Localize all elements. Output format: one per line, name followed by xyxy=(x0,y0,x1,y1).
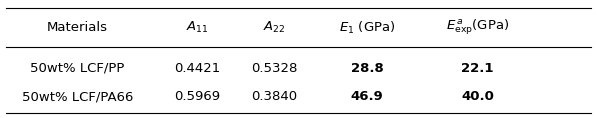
Text: 40.0: 40.0 xyxy=(461,90,494,103)
Text: 46.9: 46.9 xyxy=(351,90,383,103)
Text: 50wt% LCF/PA66: 50wt% LCF/PA66 xyxy=(22,90,133,103)
Text: 0.5328: 0.5328 xyxy=(251,62,298,75)
Text: 50wt% LCF/PP: 50wt% LCF/PP xyxy=(30,62,125,75)
Text: $E_{\mathrm{exp}}^{\,a}$(GPa): $E_{\mathrm{exp}}^{\,a}$(GPa) xyxy=(446,18,509,37)
Text: $E_1$ (GPa): $E_1$ (GPa) xyxy=(339,20,395,36)
Text: Materials: Materials xyxy=(47,21,108,34)
Text: 0.3840: 0.3840 xyxy=(251,90,298,103)
Text: $A_{22}$: $A_{22}$ xyxy=(263,20,286,35)
Text: $A_{11}$: $A_{11}$ xyxy=(186,20,208,35)
Text: 28.8: 28.8 xyxy=(351,62,383,75)
Text: 0.5969: 0.5969 xyxy=(174,90,220,103)
Text: 22.1: 22.1 xyxy=(461,62,494,75)
Text: 0.4421: 0.4421 xyxy=(174,62,220,75)
